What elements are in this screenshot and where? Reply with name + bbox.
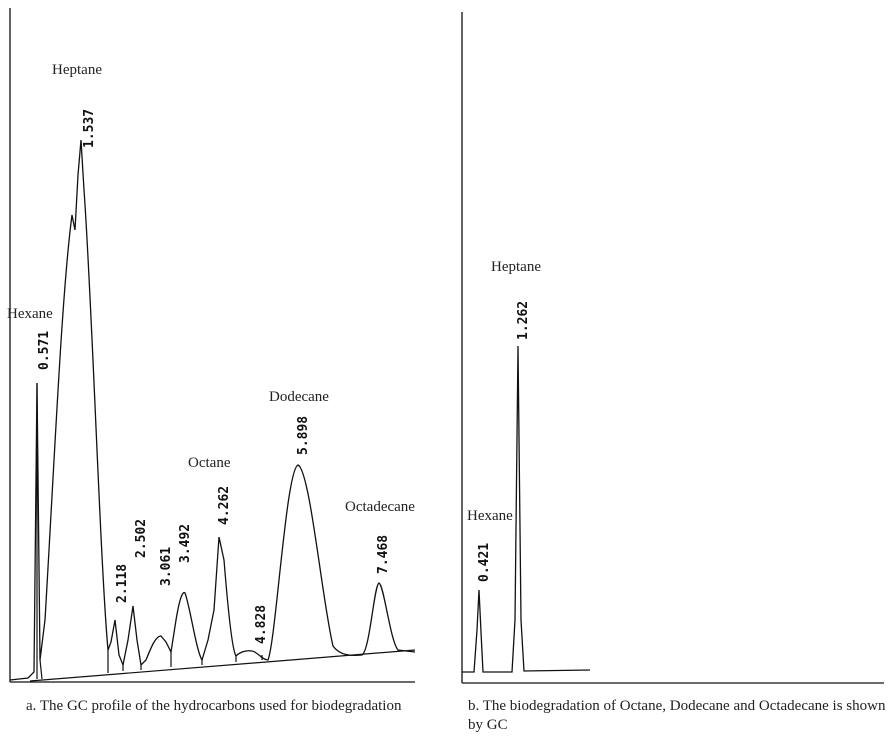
rt-label-7-468: 7.468 [376, 535, 391, 574]
rt-label-2-502: 2.502 [134, 519, 149, 558]
rt-label-0-421: 0.421 [477, 543, 492, 582]
panel-b-axes [461, 12, 884, 684]
label-hexane-b: Hexane [467, 508, 513, 524]
label-dodecane-a: Dodecane [269, 389, 329, 405]
rt-label-3-061: 3.061 [159, 547, 174, 586]
panel-a-axes [9, 8, 415, 683]
rt-label-1-537: 1.537 [82, 109, 97, 148]
label-octadecane-a: Octadecane [345, 499, 415, 515]
rt-label-5-898: 5.898 [296, 416, 311, 455]
panel-a-baseline [29, 383, 416, 682]
label-heptane-a: Heptane [52, 62, 102, 78]
panel-a-chromatogram-trace [9, 139, 416, 681]
label-hexane-a: Hexane [7, 306, 53, 322]
label-heptane-b: Heptane [491, 259, 541, 275]
panel-b-chromatogram-trace [462, 345, 591, 673]
rt-label-4-262: 4.262 [217, 486, 232, 525]
panel-b-caption: b. The biodegradation of Octane, Dodecan… [468, 698, 886, 733]
rt-label-3-492: 3.492 [178, 524, 193, 563]
rt-label-2-118: 2.118 [115, 564, 130, 603]
rt-label-1-262: 1.262 [516, 301, 531, 340]
panel-a-caption: a. The GC profile of the hydrocarbons us… [26, 698, 402, 714]
label-octane-a: Octane [188, 455, 231, 471]
rt-label-0-571: 0.571 [37, 331, 52, 370]
rt-label-4-828: 4.828 [254, 605, 269, 644]
